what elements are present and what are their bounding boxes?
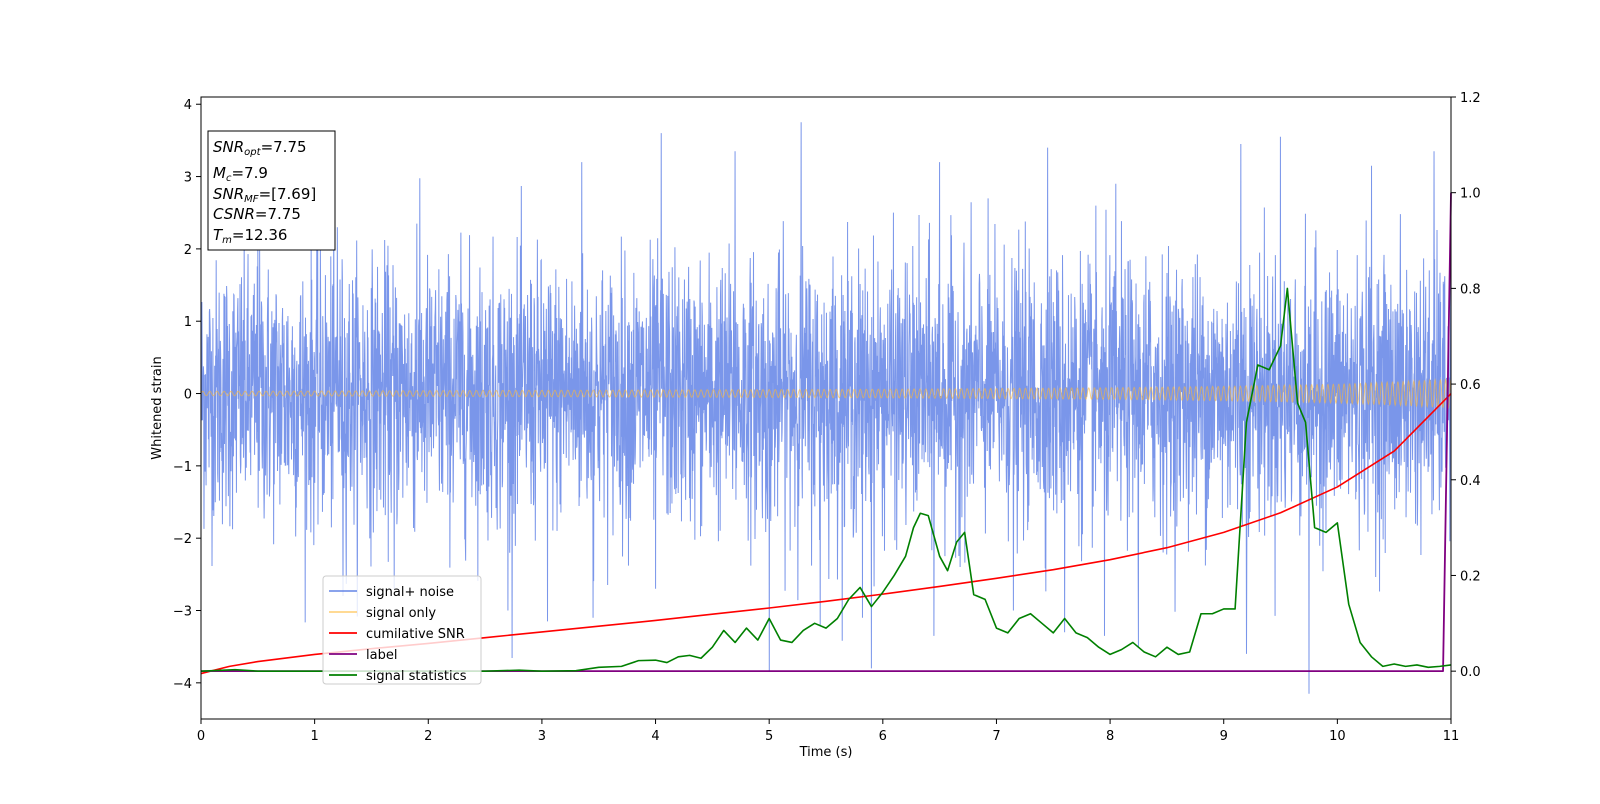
legend-label: signal+ noise bbox=[366, 585, 454, 600]
y-right-tick-label: 0.6 bbox=[1460, 378, 1481, 393]
legend: signal+ noise signal only cumilative SNR la… bbox=[322, 575, 482, 685]
series-label bbox=[201, 192, 1452, 673]
y-right-tick-label: 1.0 bbox=[1460, 187, 1481, 202]
x-axis: 0 1 2 3 4 5 6 7 8 9 10 11 bbox=[197, 719, 1459, 744]
info-snr-mf: SNRMF=[7.69] bbox=[213, 185, 316, 205]
y-axis-right: 0.0 0.2 0.4 0.6 0.8 1.0 1.2 bbox=[1451, 91, 1481, 680]
legend-entries: signal+ noise signal only cumilative SNR la… bbox=[329, 585, 467, 684]
y-axis-label: Whitened strain bbox=[150, 356, 165, 459]
y-left-tick-label: 4 bbox=[184, 98, 192, 113]
x-tick-label: 6 bbox=[879, 729, 887, 744]
legend-label: cumilative SNR bbox=[366, 627, 465, 642]
x-tick-label: 9 bbox=[1220, 729, 1228, 744]
x-tick-label: 4 bbox=[651, 729, 659, 744]
legend-label: signal statistics bbox=[366, 669, 467, 684]
info-mc: Mc=7.9 bbox=[213, 164, 268, 184]
y-right-tick-label: 0.8 bbox=[1460, 282, 1481, 297]
x-tick-label: 3 bbox=[538, 729, 546, 744]
info-csnr: CSNR=7.75 bbox=[213, 205, 301, 223]
series-signal-statistics bbox=[200, 287, 1452, 672]
y-right-tick-label: 0.2 bbox=[1460, 569, 1481, 584]
legend-label: label bbox=[366, 648, 397, 663]
y-left-tick-label: 3 bbox=[184, 171, 192, 186]
y-left-tick-label: −3 bbox=[173, 605, 192, 620]
x-tick-label: 7 bbox=[992, 729, 1000, 744]
y-left-tick-label: 2 bbox=[184, 243, 192, 258]
series-signal-only bbox=[200, 377, 1452, 409]
x-tick-label: 11 bbox=[1443, 729, 1460, 744]
plot-frame bbox=[200, 96, 1452, 720]
y-left-tick-label: 1 bbox=[184, 315, 192, 330]
y-right-tick-label: 0.4 bbox=[1460, 474, 1481, 489]
info-tm: Tm=12.36 bbox=[213, 226, 287, 246]
x-tick-label: 8 bbox=[1106, 729, 1114, 744]
x-tick-label: 5 bbox=[765, 729, 773, 744]
x-tick-label: 10 bbox=[1329, 729, 1346, 744]
y-left-tick-label: −1 bbox=[173, 460, 192, 475]
series-signal-noise bbox=[200, 122, 1452, 694]
y-right-tick-label: 1.2 bbox=[1460, 91, 1481, 106]
legend-item: signal statistics bbox=[329, 669, 467, 684]
legend-item: signal only bbox=[329, 606, 436, 621]
y-axis-left: −4 −3 −2 −1 0 1 2 3 4 bbox=[173, 98, 201, 692]
y-left-tick-label: −2 bbox=[173, 532, 192, 547]
legend-item: cumilative SNR bbox=[329, 627, 465, 642]
legend-frame bbox=[322, 575, 482, 685]
legend-label: signal only bbox=[366, 606, 436, 621]
x-tick-label: 1 bbox=[310, 729, 318, 744]
x-tick-label: 0 bbox=[197, 729, 205, 744]
x-tick-label: 2 bbox=[424, 729, 432, 744]
info-box: SNRopt=7.75 Mc=7.9 SNRMF=[7.69] CSNR=7.7… bbox=[207, 130, 336, 251]
y-right-tick-label: 0.0 bbox=[1460, 665, 1481, 680]
x-axis-label: Time (s) bbox=[799, 745, 853, 760]
legend-item: signal+ noise bbox=[329, 585, 454, 600]
y-left-tick-label: −4 bbox=[173, 677, 192, 692]
info-box-frame bbox=[207, 130, 336, 251]
legend-item: label bbox=[329, 648, 397, 663]
info-snr-opt: SNRopt=7.75 bbox=[213, 138, 307, 158]
y-left-tick-label: 0 bbox=[184, 388, 192, 403]
